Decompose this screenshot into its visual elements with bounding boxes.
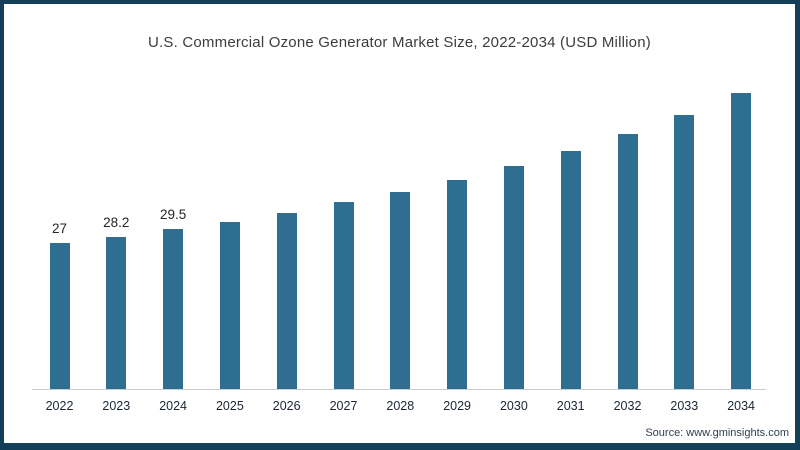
value-label-2022: 27 [51, 221, 68, 236]
x-axis-label-2029: 2029 [443, 399, 471, 413]
bar-2029 [447, 180, 468, 389]
x-axis-label-2032: 2032 [613, 399, 642, 413]
x-axis-label-2027: 2027 [329, 399, 358, 413]
x-axis-label-2024: 2024 [159, 399, 187, 413]
bar-2024 [163, 229, 184, 389]
x-axis-label-2028: 2028 [386, 399, 415, 413]
bar-2034 [731, 93, 752, 389]
x-axis-line [32, 389, 766, 390]
bar-2023 [106, 237, 127, 389]
x-axis-label-2034: 2034 [727, 399, 755, 413]
x-axis-label-2031: 2031 [556, 399, 585, 413]
bar-2030 [503, 166, 524, 389]
x-axis-label-2033: 2033 [670, 399, 699, 413]
chart-canvas: U.S. Commercial Ozone Generator Market S… [4, 4, 795, 443]
bar-2031 [560, 151, 581, 389]
bar-2027 [333, 202, 354, 389]
x-axis-label-2030: 2030 [499, 399, 528, 413]
x-axis-label-2025: 2025 [215, 399, 244, 413]
chart-title: U.S. Commercial Ozone Generator Market S… [148, 34, 651, 51]
x-axis-label-2022: 2022 [45, 399, 74, 413]
bar-2032 [617, 134, 638, 389]
value-label-2023: 28.2 [103, 215, 130, 230]
value-label-2024: 29.5 [159, 207, 187, 222]
x-axis-label-2026: 2026 [272, 399, 301, 413]
bar-2025 [219, 222, 240, 389]
bar-2033 [674, 115, 695, 389]
bar-2028 [390, 192, 411, 389]
bar-2026 [276, 213, 297, 389]
x-axis-label-2023: 2023 [102, 399, 131, 413]
source-note: Source: www.gminsights.com [645, 427, 789, 439]
bar-2022 [49, 243, 70, 389]
